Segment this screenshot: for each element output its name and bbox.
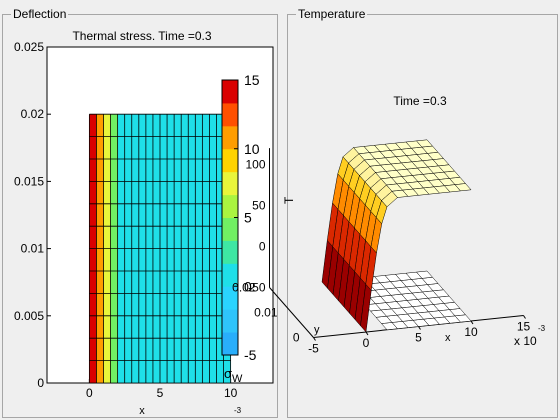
stress-axis-ticks: 0 0.005 0.01 0.015 0.02 0.025 0 5 10	[14, 40, 238, 400]
temperature-x-tick	[523, 315, 526, 319]
temperature-x-tick	[470, 320, 474, 325]
temperature-x-tick-label: 15	[517, 320, 531, 334]
colorbar-swatch	[222, 309, 238, 333]
colorbar-swatch	[222, 240, 238, 264]
stress-y-tick-label: 0.02	[21, 107, 45, 121]
temperature-z-tick-label: 50	[252, 199, 266, 213]
temperature-x-tick-label: -5	[308, 342, 319, 356]
stress-x-tick-label: 0	[86, 386, 93, 400]
colorbar-swatch	[222, 263, 238, 287]
stress-x-tick-label: 5	[157, 386, 164, 400]
temperature-x-tick	[418, 326, 421, 330]
stress-y-tick-label: 0.025	[14, 40, 44, 54]
temperature-y-axis	[269, 287, 314, 338]
deflection-panel: Deflection	[2, 7, 278, 418]
temperature-surface	[321, 139, 472, 333]
temperature-z-tick-label: -50	[248, 281, 266, 295]
temperature-x-label: x	[445, 332, 451, 344]
temperature-z-label: T	[282, 196, 296, 204]
temperature-y-label: y	[314, 324, 320, 336]
colorbar-swatch	[222, 102, 238, 127]
temperature-y-tick-label: 0.01	[254, 306, 278, 320]
colorbar-swatch	[222, 286, 238, 310]
temperature-x-tick	[313, 337, 316, 341]
temperature-surface-cell	[454, 183, 472, 192]
stress-y-tick-label: 0.015	[14, 174, 44, 188]
colorbar-tick-label: -5	[244, 347, 257, 363]
temperature-x-tick-label: 0	[363, 336, 370, 350]
temperature-x-tick-label: 5	[415, 331, 422, 345]
colorbar-tick-label: 15	[244, 72, 260, 88]
stress-x-label: x	[139, 405, 145, 417]
deflection-panel-title: Deflection	[11, 7, 69, 21]
temperature-panel: Temperature	[287, 7, 558, 418]
colorbar-swatch	[222, 125, 238, 150]
stress-plot-title: Thermal stress. Time =0.3	[72, 29, 211, 43]
stress-y-tick-label: 0	[37, 376, 44, 390]
colorbar-swatch	[222, 171, 238, 196]
stress-y-tick-label: 0.01	[21, 242, 45, 256]
temperature-base-cell	[415, 270, 434, 279]
temperature-z-tick-label: 100	[245, 158, 265, 172]
temperature-x-tick-label: 10	[464, 325, 478, 339]
temperature-panel-title: Temperature	[296, 7, 368, 21]
stress-plot: Thermal stress. Time =0.3 0 0.005 0.01 0.01…	[14, 29, 274, 417]
colorbar-swatch	[222, 148, 238, 173]
colorbar-swatch	[222, 332, 238, 356]
temperature-x-exponent-label: x 10	[514, 334, 537, 348]
stress-x-exponent: -3	[234, 406, 242, 415]
temperature-z-tick-label: 0	[259, 240, 266, 254]
stress-x-tick-label: 10	[224, 386, 238, 400]
colorbar-swatch	[222, 217, 238, 241]
stress-y-tick-label: 0.005	[14, 309, 44, 323]
temperature-y-tick-label: 0.02	[232, 281, 256, 295]
temperature-plot-title: Time =0.3	[393, 94, 447, 108]
colorbar-tick-label: 0	[244, 278, 252, 294]
colorbar-tick-label: 5	[244, 210, 252, 226]
colorbar-tick-label: 10	[244, 141, 260, 157]
temperature-x-exponent: -3	[538, 324, 546, 333]
colorbar-swatch	[222, 194, 238, 218]
temperature-y-tick-label: 0	[293, 331, 300, 345]
colorbar-swatch	[222, 80, 238, 104]
temperature-x-tick	[365, 331, 369, 336]
